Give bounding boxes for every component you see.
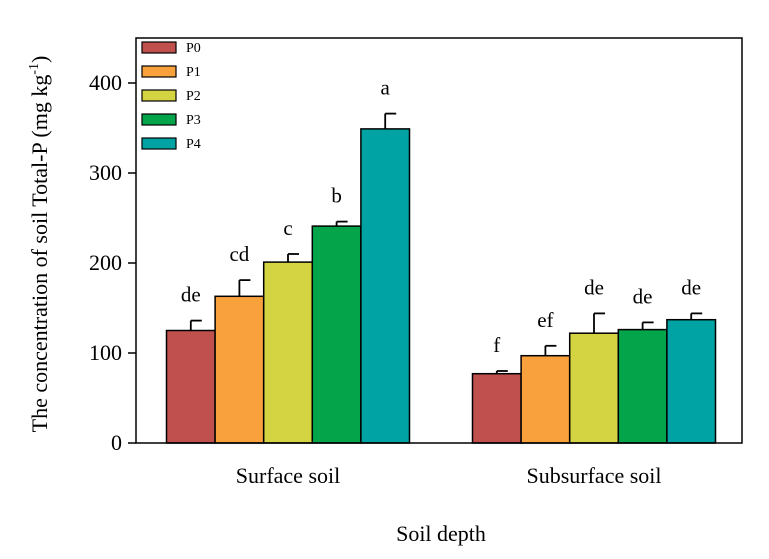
y-tick-label: 0 <box>111 430 122 455</box>
y-axis-label: The concentration of soil Total-P (mg kg… <box>27 56 52 433</box>
bar-p0-surface <box>165 329 216 444</box>
y-tick-label: 400 <box>89 70 122 95</box>
bar-p3-subsurface <box>617 328 668 444</box>
x-tick-label: Subsurface soil <box>526 463 661 488</box>
legend-label-p2: P2 <box>186 89 201 104</box>
legend-label-p0: P0 <box>186 41 201 56</box>
significance-letter: ef <box>537 308 553 332</box>
legend-label-p3: P3 <box>186 113 201 128</box>
significance-letter: de <box>681 275 701 299</box>
y-tick-label: 200 <box>89 250 122 275</box>
y-tick-label: 100 <box>89 340 122 365</box>
bar-p0-subsurface <box>471 372 522 444</box>
bar-p3-surface <box>311 225 362 444</box>
significance-letter: de <box>584 275 604 299</box>
significance-letter-group: de cd c b a f ef de de de <box>181 76 701 357</box>
bar-p2-surface <box>262 261 314 444</box>
bar-p1-subsurface <box>520 354 571 444</box>
plot-area-frame <box>135 37 743 444</box>
y-axis-label-close: ) <box>27 56 52 63</box>
legend-swatch-p0 <box>141 41 177 54</box>
significance-letter: c <box>283 216 292 240</box>
y-axis-ticks: 0 100 200 300 400 <box>89 70 136 455</box>
bar-p4-subsurface <box>666 318 717 444</box>
legend-label-p1: P1 <box>186 65 201 80</box>
legend-swatch-p2 <box>141 89 177 102</box>
y-axis-label-main: The concentration of soil Total-P (mg kg <box>27 75 52 433</box>
x-axis-label: Soil depth <box>396 521 486 546</box>
x-axis-ticks: Surface soil Subsurface soil <box>236 463 662 488</box>
bar-p1-surface <box>214 295 265 444</box>
legend-swatch-p1 <box>141 65 177 78</box>
significance-letter: f <box>493 333 500 357</box>
legend: P0 P1 P2 P3 P4 <box>141 41 201 152</box>
significance-letter: de <box>181 283 201 307</box>
bar-p2-subsurface <box>568 332 620 444</box>
x-tick-label: Surface soil <box>236 463 340 488</box>
significance-letter: cd <box>229 242 249 266</box>
bar-p4-surface <box>360 128 411 444</box>
significance-letter: de <box>633 284 653 308</box>
legend-swatch-p4 <box>141 137 177 150</box>
y-tick-label: 300 <box>89 160 122 185</box>
error-bar-group <box>189 112 703 374</box>
legend-swatch-p3 <box>141 113 177 126</box>
legend-label-p4: P4 <box>186 137 201 152</box>
significance-letter: b <box>331 184 342 208</box>
y-axis-label-superscript: -1 <box>27 63 42 75</box>
significance-letter: a <box>381 76 391 100</box>
